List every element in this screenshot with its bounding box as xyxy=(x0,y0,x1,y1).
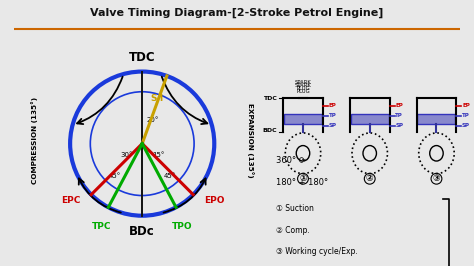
Text: EPC: EPC xyxy=(61,196,81,205)
Text: TPC: TPC xyxy=(92,222,111,231)
Text: ②: ② xyxy=(366,174,374,183)
Text: ② Comp.: ② Comp. xyxy=(276,226,310,235)
Text: TDC: TDC xyxy=(263,96,277,101)
Text: SP: SP xyxy=(462,123,470,128)
Text: SP: SP xyxy=(328,123,337,128)
Text: ① Suction: ① Suction xyxy=(276,204,314,213)
Text: SPARK
PLUG: SPARK PLUG xyxy=(295,80,311,91)
Text: 45°: 45° xyxy=(109,173,121,179)
Text: 45°: 45° xyxy=(164,173,176,179)
Text: 30°: 30° xyxy=(120,152,133,158)
Text: EP: EP xyxy=(328,103,337,108)
Text: EP: EP xyxy=(462,103,470,108)
Text: TDC: TDC xyxy=(129,51,155,64)
Text: TPO: TPO xyxy=(172,222,193,231)
Text: EP: EP xyxy=(395,103,403,108)
Text: ③: ③ xyxy=(433,174,440,183)
Text: BDc: BDc xyxy=(129,225,155,238)
Bar xyxy=(418,114,456,123)
Bar xyxy=(284,114,322,123)
Text: TP: TP xyxy=(395,113,403,118)
Text: 180° + 180°: 180° + 180° xyxy=(276,178,328,187)
Text: Valve Timing Diagram-[2-Stroke Petrol Engine]: Valve Timing Diagram-[2-Stroke Petrol En… xyxy=(91,8,383,18)
Text: EPO: EPO xyxy=(204,196,224,205)
Text: 360° ⟳: 360° ⟳ xyxy=(276,156,306,165)
Text: SP: SP xyxy=(395,123,403,128)
Text: COMPRESSION (135°): COMPRESSION (135°) xyxy=(31,97,37,184)
Text: TP: TP xyxy=(328,113,337,118)
Text: EXPANSION (135°): EXPANSION (135°) xyxy=(247,103,254,177)
Text: 20°: 20° xyxy=(147,117,159,123)
Text: ①: ① xyxy=(299,174,307,183)
Text: BDC: BDC xyxy=(262,128,277,133)
Text: ③ Working cycle/Exp.: ③ Working cycle/Exp. xyxy=(276,247,357,256)
Bar xyxy=(351,114,389,123)
Text: 15°: 15° xyxy=(152,152,164,158)
Text: S.I: S.I xyxy=(150,94,163,103)
Text: TP: TP xyxy=(462,113,470,118)
Text: SPARK
PLUG: SPARK PLUG xyxy=(295,83,311,94)
